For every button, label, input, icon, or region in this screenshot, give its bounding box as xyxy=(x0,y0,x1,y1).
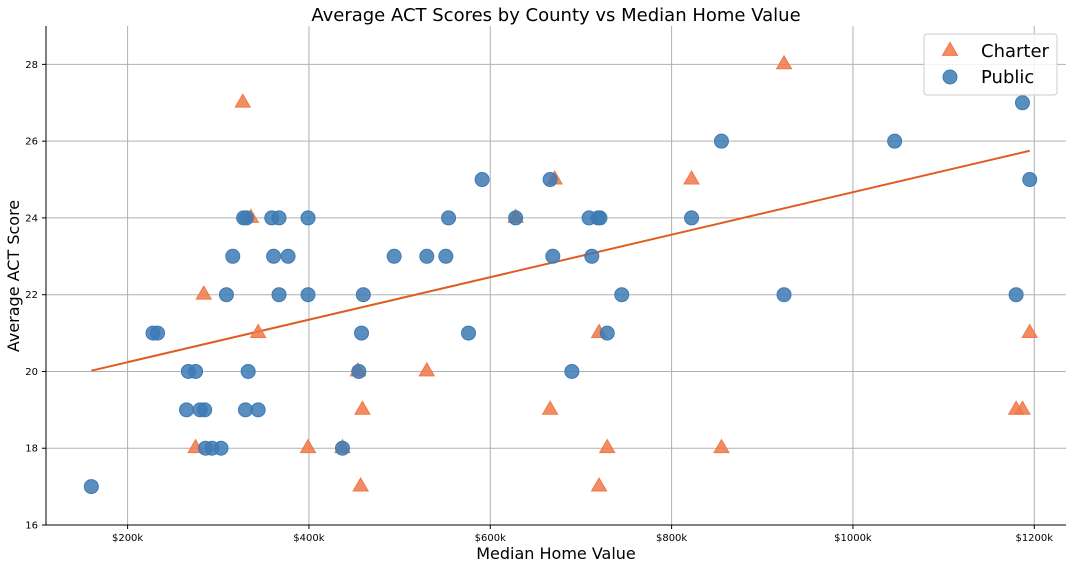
tick-labels: $200k $400k $600k $800k $1000k $1200k 16 18 20 22… xyxy=(25,60,1053,544)
charter-point xyxy=(713,438,730,454)
x-tick-label: $600k xyxy=(475,533,506,544)
chart-title: Average ACT Scores by County vs Median H… xyxy=(311,5,800,26)
y-tick-label: 16 xyxy=(25,521,38,532)
public-point xyxy=(271,287,287,303)
public-point xyxy=(351,363,367,379)
y-tick-label: 18 xyxy=(25,444,38,455)
public-point xyxy=(300,287,316,303)
charter-point xyxy=(352,477,369,492)
public-point xyxy=(150,325,166,341)
public-point xyxy=(599,325,615,341)
public-point xyxy=(83,479,99,495)
public-point xyxy=(266,248,282,264)
public-point xyxy=(237,402,253,418)
y-tick-label: 28 xyxy=(25,60,38,71)
public-point xyxy=(355,287,371,303)
trendline xyxy=(91,149,1030,372)
public-point xyxy=(334,440,350,456)
public-point xyxy=(213,440,229,456)
charter-point xyxy=(299,438,317,454)
y-tick-label: 20 xyxy=(25,367,38,378)
public-point xyxy=(354,325,370,341)
public-point xyxy=(564,363,580,379)
x-axis-title: Median Home Value xyxy=(476,544,636,563)
x-tick-label: $200k xyxy=(112,533,143,544)
public-point xyxy=(386,248,402,264)
public-point xyxy=(238,210,254,226)
x-tick-label: $1200k xyxy=(1015,533,1053,544)
public-point xyxy=(1008,287,1024,303)
x-tick-label: $400k xyxy=(293,533,324,544)
public-point xyxy=(197,402,213,418)
y-axis-title: Average ACT Score xyxy=(4,200,23,352)
public-point xyxy=(545,248,561,264)
public-point xyxy=(240,363,256,379)
legend-label: Public xyxy=(981,67,1034,88)
public-point xyxy=(614,287,630,303)
charter-point xyxy=(1021,323,1039,338)
axes xyxy=(42,26,1066,529)
public-point xyxy=(250,402,266,418)
charter-point xyxy=(541,400,559,415)
charter-point xyxy=(234,93,252,108)
legend-charter-marker xyxy=(941,41,959,56)
public-point xyxy=(1014,95,1030,111)
public-point xyxy=(461,325,477,341)
charter-point xyxy=(354,400,371,415)
public-point xyxy=(441,210,457,226)
legend: Charter Public xyxy=(923,33,1058,96)
public-point xyxy=(271,210,287,226)
charter-point xyxy=(195,285,213,300)
y-tick-label: 22 xyxy=(25,290,38,301)
public-point xyxy=(713,133,729,149)
public-point xyxy=(300,210,316,226)
charter-point xyxy=(598,438,616,454)
public-point xyxy=(508,210,524,226)
charter-point xyxy=(590,477,608,492)
public-point xyxy=(592,210,608,226)
x-tick-label: $800k xyxy=(656,533,687,544)
legend-box xyxy=(923,33,1058,96)
charter-point xyxy=(418,361,436,377)
public-point xyxy=(188,363,204,379)
y-tick-label: 26 xyxy=(25,137,38,148)
public-point xyxy=(887,133,903,149)
legend-label: Charter xyxy=(981,41,1050,62)
public-point xyxy=(225,248,241,264)
data-points xyxy=(83,54,1039,495)
public-point xyxy=(776,287,792,303)
public-point xyxy=(179,402,195,418)
public-point xyxy=(542,172,558,188)
charter-point xyxy=(683,169,700,185)
public-point xyxy=(280,248,296,264)
public-point xyxy=(584,248,600,264)
public-point xyxy=(474,172,490,188)
public-point xyxy=(419,248,435,264)
legend-public-marker xyxy=(942,69,958,85)
charter-point xyxy=(775,54,793,70)
public-point xyxy=(438,248,454,264)
public-point xyxy=(218,287,234,303)
public-point xyxy=(1022,172,1038,188)
y-tick-label: 24 xyxy=(25,213,38,224)
trendline-group xyxy=(91,149,1030,372)
charter-point xyxy=(1014,400,1031,415)
x-tick-label: $1000k xyxy=(834,533,872,544)
public-point xyxy=(684,210,700,226)
charter-point xyxy=(249,323,267,338)
